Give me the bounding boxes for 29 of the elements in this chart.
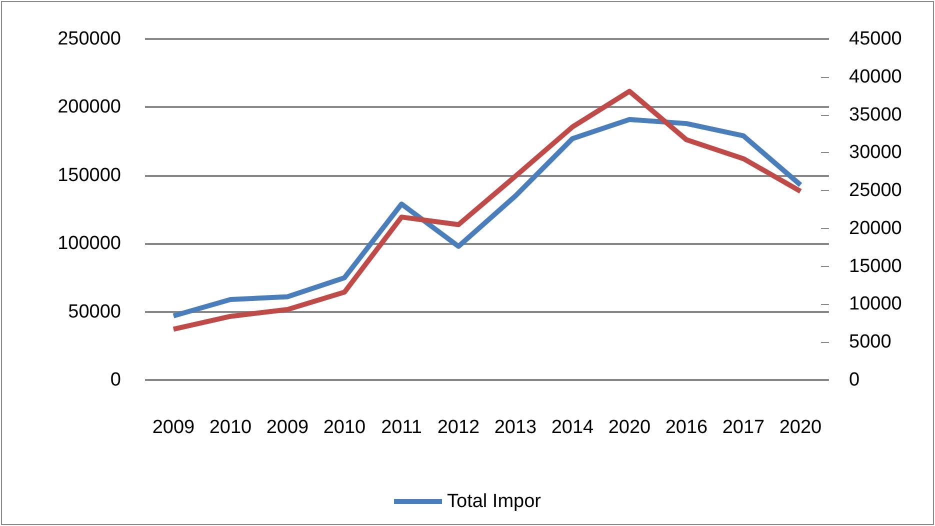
x-tick-label: 2010 [323,417,366,438]
y2-tick-label: 10000 [849,294,902,315]
y-tick-label: 50000 [68,301,121,322]
y2-tick-label: 25000 [849,180,902,202]
x-tick-label: 2016 [665,417,708,438]
legend-label: Total Impor [447,491,542,512]
y-tick-label: 100000 [58,233,121,254]
x-tick-label: 2017 [722,417,765,438]
x-tick-label: 2020 [608,417,651,438]
x-tick-label: 2010 [209,417,252,438]
y-tick-label: 150000 [58,164,121,186]
y2-tick-label: 15000 [849,256,902,277]
x-tick-label: 2012 [437,417,480,438]
x-tick-label: 2009 [152,417,195,438]
y-tick-label: 250000 [58,28,121,50]
y2-tick-label: 5000 [849,332,892,353]
x-tick-label: 2009 [266,417,309,438]
x-tick-label: 2020 [779,417,822,438]
x-tick-label: 2011 [381,417,422,438]
y2-tick-label: 40000 [849,66,902,88]
y2-tick-label: 20000 [849,218,902,239]
y2-tick-label: 0 [849,370,860,390]
x-tick-label: 2013 [494,417,537,438]
y2-tick-label: 30000 [849,142,902,164]
x-tick-label: 2014 [551,417,594,438]
y-tick-label: 200000 [58,96,121,118]
y-tick-label: 0 [110,370,121,390]
y2-tick-label: 45000 [849,28,902,50]
y2-tick-label: 35000 [849,104,902,126]
